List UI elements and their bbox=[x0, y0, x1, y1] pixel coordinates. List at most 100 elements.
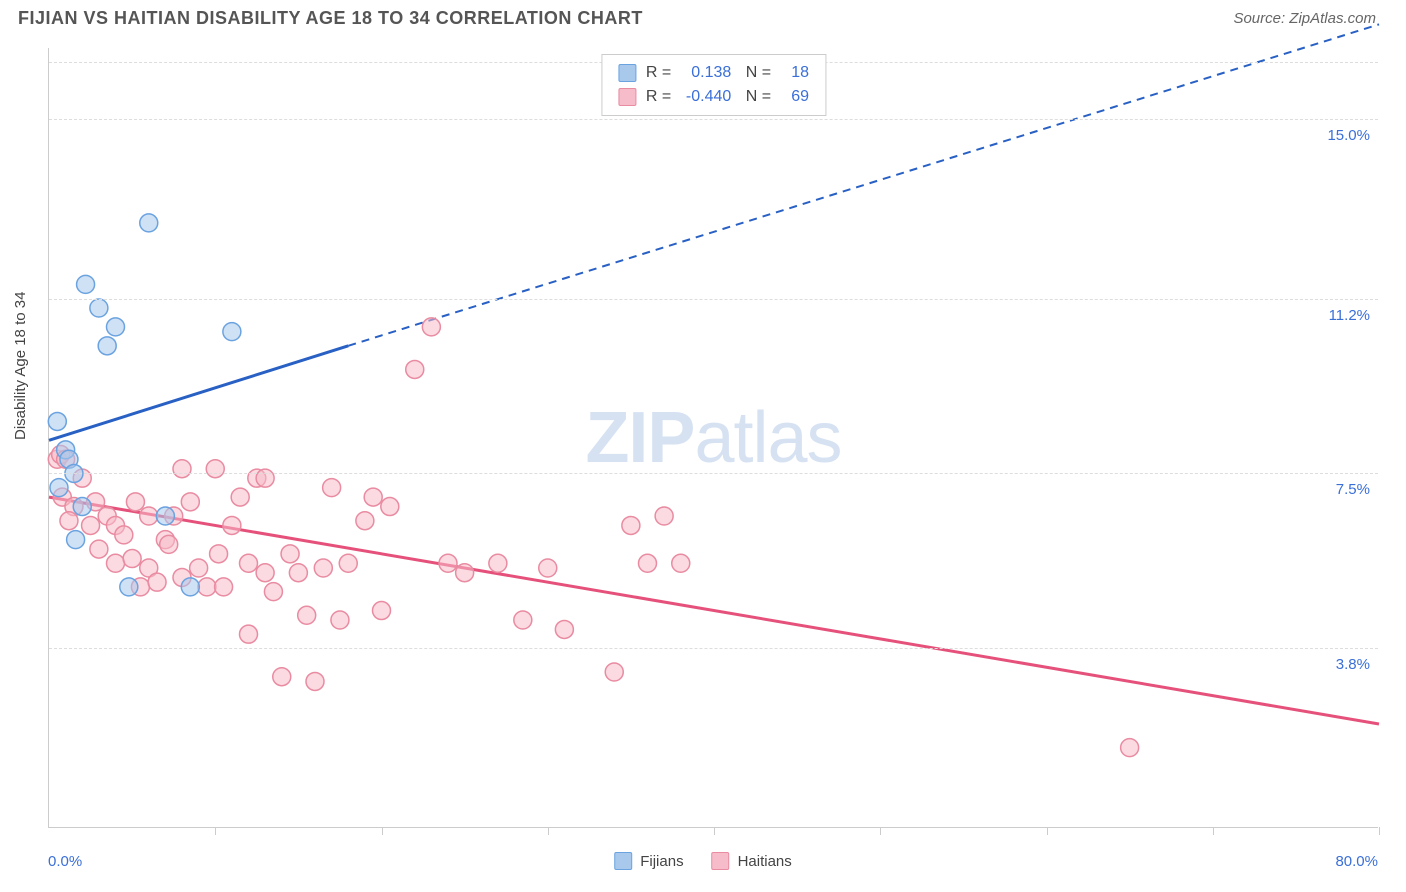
scatter-marker bbox=[422, 318, 440, 336]
scatter-marker bbox=[231, 488, 249, 506]
legend-label-fijians: Fijians bbox=[640, 853, 683, 870]
regression-line bbox=[49, 346, 348, 441]
stats-n-haitians: 69 bbox=[781, 85, 809, 109]
scatter-marker bbox=[489, 554, 507, 572]
scatter-marker bbox=[126, 493, 144, 511]
y-tick-label: 15.0% bbox=[1327, 127, 1370, 144]
scatter-marker bbox=[198, 578, 216, 596]
plot-area: R = 0.138 N = 18 R = -0.440 N = 69 ZIPat… bbox=[48, 48, 1378, 828]
scatter-marker bbox=[256, 469, 274, 487]
chart-header: FIJIAN VS HAITIAN DISABILITY AGE 18 TO 3… bbox=[0, 0, 1406, 37]
stats-swatch-fijians bbox=[618, 64, 636, 82]
scatter-marker bbox=[273, 668, 291, 686]
source-label: Source: ZipAtlas.com bbox=[1233, 10, 1376, 27]
stats-r-fijians: 0.138 bbox=[681, 61, 731, 85]
scatter-marker bbox=[655, 507, 673, 525]
stats-legend: R = 0.138 N = 18 R = -0.440 N = 69 bbox=[601, 54, 826, 116]
x-tick bbox=[1379, 827, 1380, 835]
scatter-marker bbox=[373, 602, 391, 620]
scatter-marker bbox=[181, 578, 199, 596]
scatter-marker bbox=[90, 299, 108, 317]
scatter-marker bbox=[289, 564, 307, 582]
stats-swatch-haitians bbox=[618, 88, 636, 106]
scatter-marker bbox=[160, 535, 178, 553]
scatter-marker bbox=[381, 498, 399, 516]
gridline-h bbox=[49, 119, 1378, 120]
scatter-marker bbox=[60, 512, 78, 530]
y-tick-label: 11.2% bbox=[1329, 307, 1370, 324]
y-tick-label: 3.8% bbox=[1336, 656, 1370, 673]
x-tick bbox=[382, 827, 383, 835]
scatter-marker bbox=[306, 672, 324, 690]
scatter-marker bbox=[148, 573, 166, 591]
scatter-marker bbox=[107, 554, 125, 572]
scatter-marker bbox=[115, 526, 133, 544]
scatter-marker bbox=[256, 564, 274, 582]
scatter-marker bbox=[555, 620, 573, 638]
scatter-marker bbox=[364, 488, 382, 506]
scatter-marker bbox=[439, 554, 457, 572]
scatter-marker bbox=[456, 564, 474, 582]
legend-swatch-fijians bbox=[614, 852, 632, 870]
scatter-marker bbox=[406, 360, 424, 378]
scatter-marker bbox=[240, 625, 258, 643]
scatter-marker bbox=[120, 578, 138, 596]
legend-item-fijians: Fijians bbox=[614, 852, 683, 870]
x-tick bbox=[1047, 827, 1048, 835]
scatter-marker bbox=[123, 550, 141, 568]
scatter-marker bbox=[215, 578, 233, 596]
scatter-marker bbox=[356, 512, 374, 530]
legend-item-haitians: Haitians bbox=[712, 852, 792, 870]
scatter-marker bbox=[206, 460, 224, 478]
x-axis-max-label: 80.0% bbox=[1335, 853, 1378, 870]
stats-n-label: N = bbox=[741, 61, 771, 85]
scatter-marker bbox=[1121, 739, 1139, 757]
scatter-marker bbox=[323, 479, 341, 497]
stats-row-fijians: R = 0.138 N = 18 bbox=[618, 61, 809, 85]
scatter-marker bbox=[281, 545, 299, 563]
scatter-marker bbox=[67, 531, 85, 549]
scatter-marker bbox=[190, 559, 208, 577]
scatter-marker bbox=[90, 540, 108, 558]
scatter-marker bbox=[73, 498, 91, 516]
x-tick bbox=[880, 827, 881, 835]
scatter-marker bbox=[331, 611, 349, 629]
scatter-marker bbox=[140, 214, 158, 232]
scatter-marker bbox=[98, 337, 116, 355]
gridline-h bbox=[49, 648, 1378, 649]
scatter-marker bbox=[107, 318, 125, 336]
legend-swatch-haitians bbox=[712, 852, 730, 870]
scatter-marker bbox=[223, 323, 241, 341]
scatter-marker bbox=[298, 606, 316, 624]
scatter-marker bbox=[339, 554, 357, 572]
regression-line bbox=[49, 497, 1379, 724]
x-tick bbox=[1213, 827, 1214, 835]
gridline-h bbox=[49, 473, 1378, 474]
scatter-marker bbox=[264, 583, 282, 601]
scatter-marker bbox=[82, 516, 100, 534]
series-legend: Fijians Haitians bbox=[614, 852, 792, 870]
gridline-h bbox=[49, 299, 1378, 300]
stats-row-haitians: R = -0.440 N = 69 bbox=[618, 85, 809, 109]
scatter-marker bbox=[156, 507, 174, 525]
stats-n-label: N = bbox=[741, 85, 771, 109]
stats-r-label: R = bbox=[646, 85, 671, 109]
scatter-marker bbox=[140, 507, 158, 525]
chart-title: FIJIAN VS HAITIAN DISABILITY AGE 18 TO 3… bbox=[18, 8, 643, 29]
scatter-marker bbox=[639, 554, 657, 572]
y-tick-label: 7.5% bbox=[1336, 481, 1370, 498]
scatter-marker bbox=[173, 460, 191, 478]
scatter-marker bbox=[539, 559, 557, 577]
x-tick bbox=[215, 827, 216, 835]
scatter-marker bbox=[605, 663, 623, 681]
x-tick bbox=[548, 827, 549, 835]
legend-label-haitians: Haitians bbox=[738, 853, 792, 870]
scatter-marker bbox=[314, 559, 332, 577]
x-axis-min-label: 0.0% bbox=[48, 853, 82, 870]
scatter-marker bbox=[622, 516, 640, 534]
x-tick bbox=[714, 827, 715, 835]
y-axis-label: Disability Age 18 to 34 bbox=[12, 292, 29, 440]
scatter-marker bbox=[240, 554, 258, 572]
stats-n-fijians: 18 bbox=[781, 61, 809, 85]
scatter-marker bbox=[77, 275, 95, 293]
